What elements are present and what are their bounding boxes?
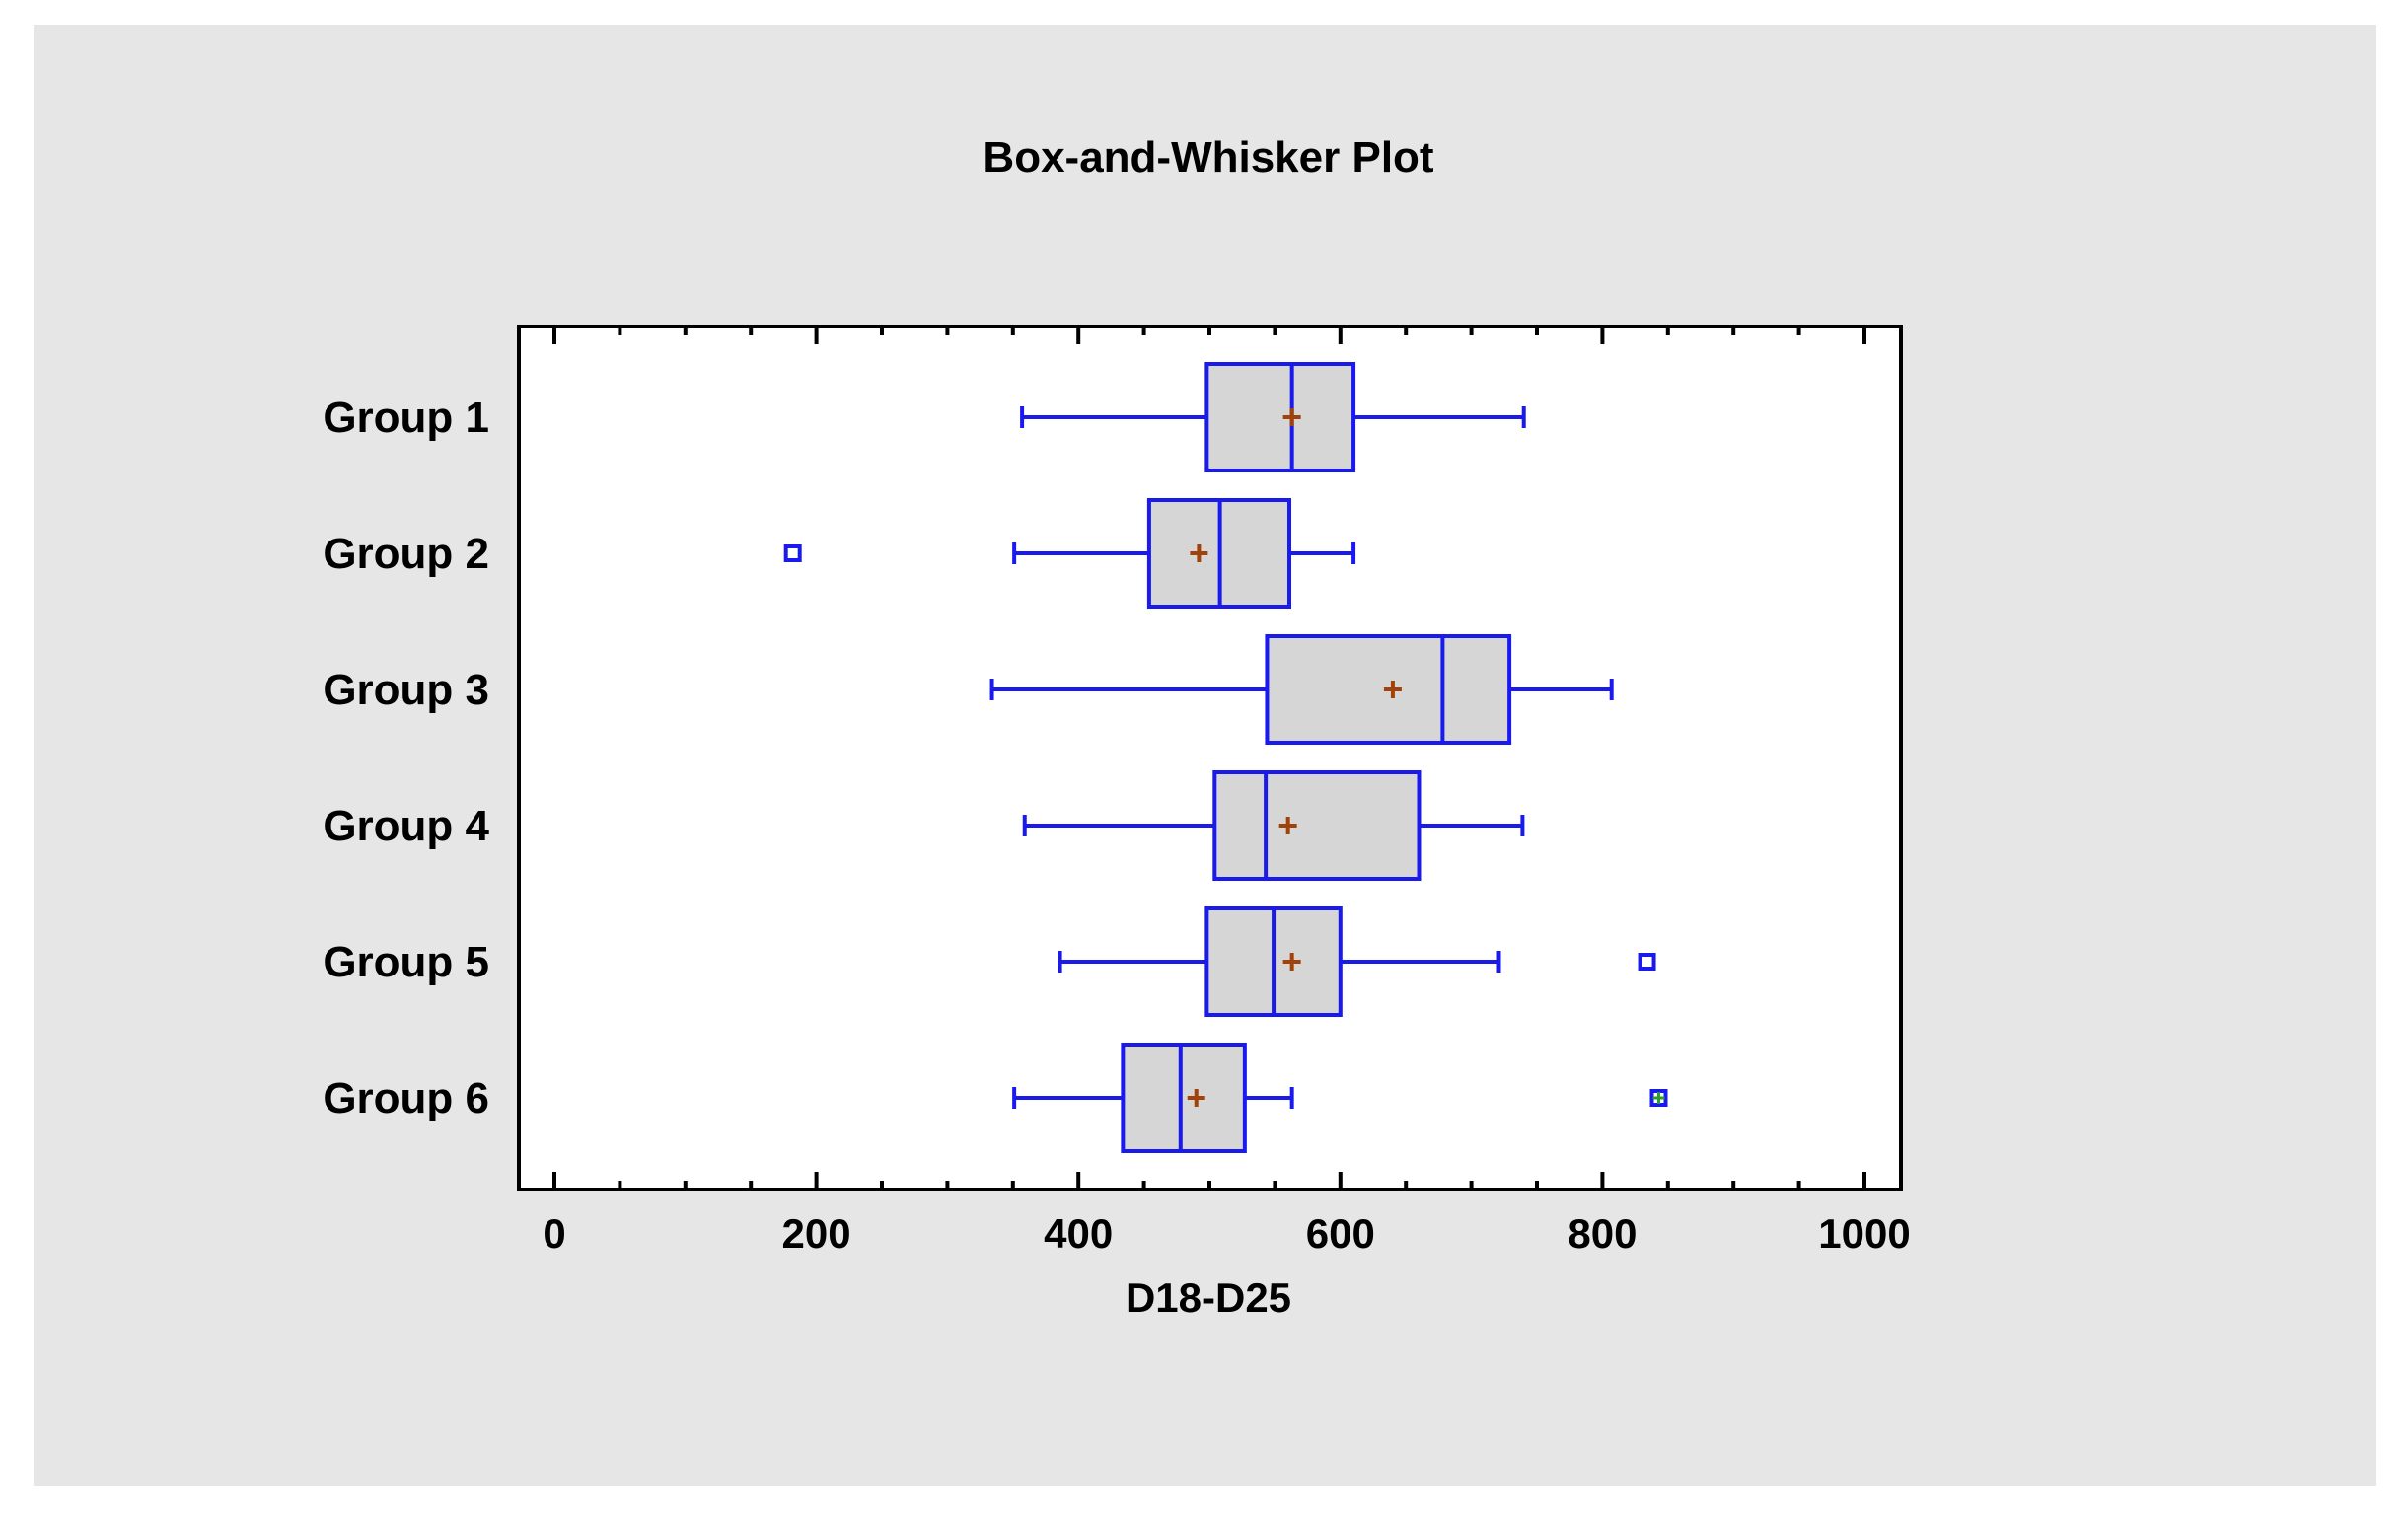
x-axis-label: D18-D25 <box>1126 1274 1291 1321</box>
outlier-marker <box>1638 953 1656 971</box>
box-group <box>1020 362 1526 472</box>
box-group <box>1058 906 1656 1017</box>
x-tick-label: 400 <box>1044 1210 1113 1257</box>
category-label: Group 1 <box>323 394 489 442</box>
category-label: Group 5 <box>323 938 489 986</box>
category-label: Group 2 <box>323 530 489 578</box>
category-label: Group 3 <box>323 666 489 714</box>
x-tick-label: 0 <box>543 1210 565 1257</box>
y-axis-category-labels: Group 1 Group 2 Group 3 Group 4 Group 5 Group… <box>323 394 489 1122</box>
iqr-box <box>1204 362 1356 472</box>
x-tick-label: 600 <box>1306 1210 1375 1257</box>
box-series <box>783 362 1668 1153</box>
category-label: Group 6 <box>323 1074 489 1122</box>
x-tick-label: 1000 <box>1818 1210 1910 1257</box>
iqr-box <box>1212 770 1422 881</box>
box-group <box>1022 770 1525 881</box>
x-tick-label: 200 <box>782 1210 851 1257</box>
box-group <box>989 634 1614 745</box>
chart-title: Box-and-Whisker Plot <box>983 133 1433 181</box>
x-axis-tick-labels: 0 200 400 600 800 1000 <box>543 1210 1910 1257</box>
x-axis-ticks <box>552 326 1866 1190</box>
outlier-marker <box>783 544 802 562</box>
x-tick-label: 800 <box>1568 1210 1637 1257</box>
category-label: Group 4 <box>323 802 489 850</box>
box-group <box>783 498 1356 609</box>
box-group <box>1012 1043 1668 1153</box>
iqr-box <box>1121 1043 1247 1153</box>
